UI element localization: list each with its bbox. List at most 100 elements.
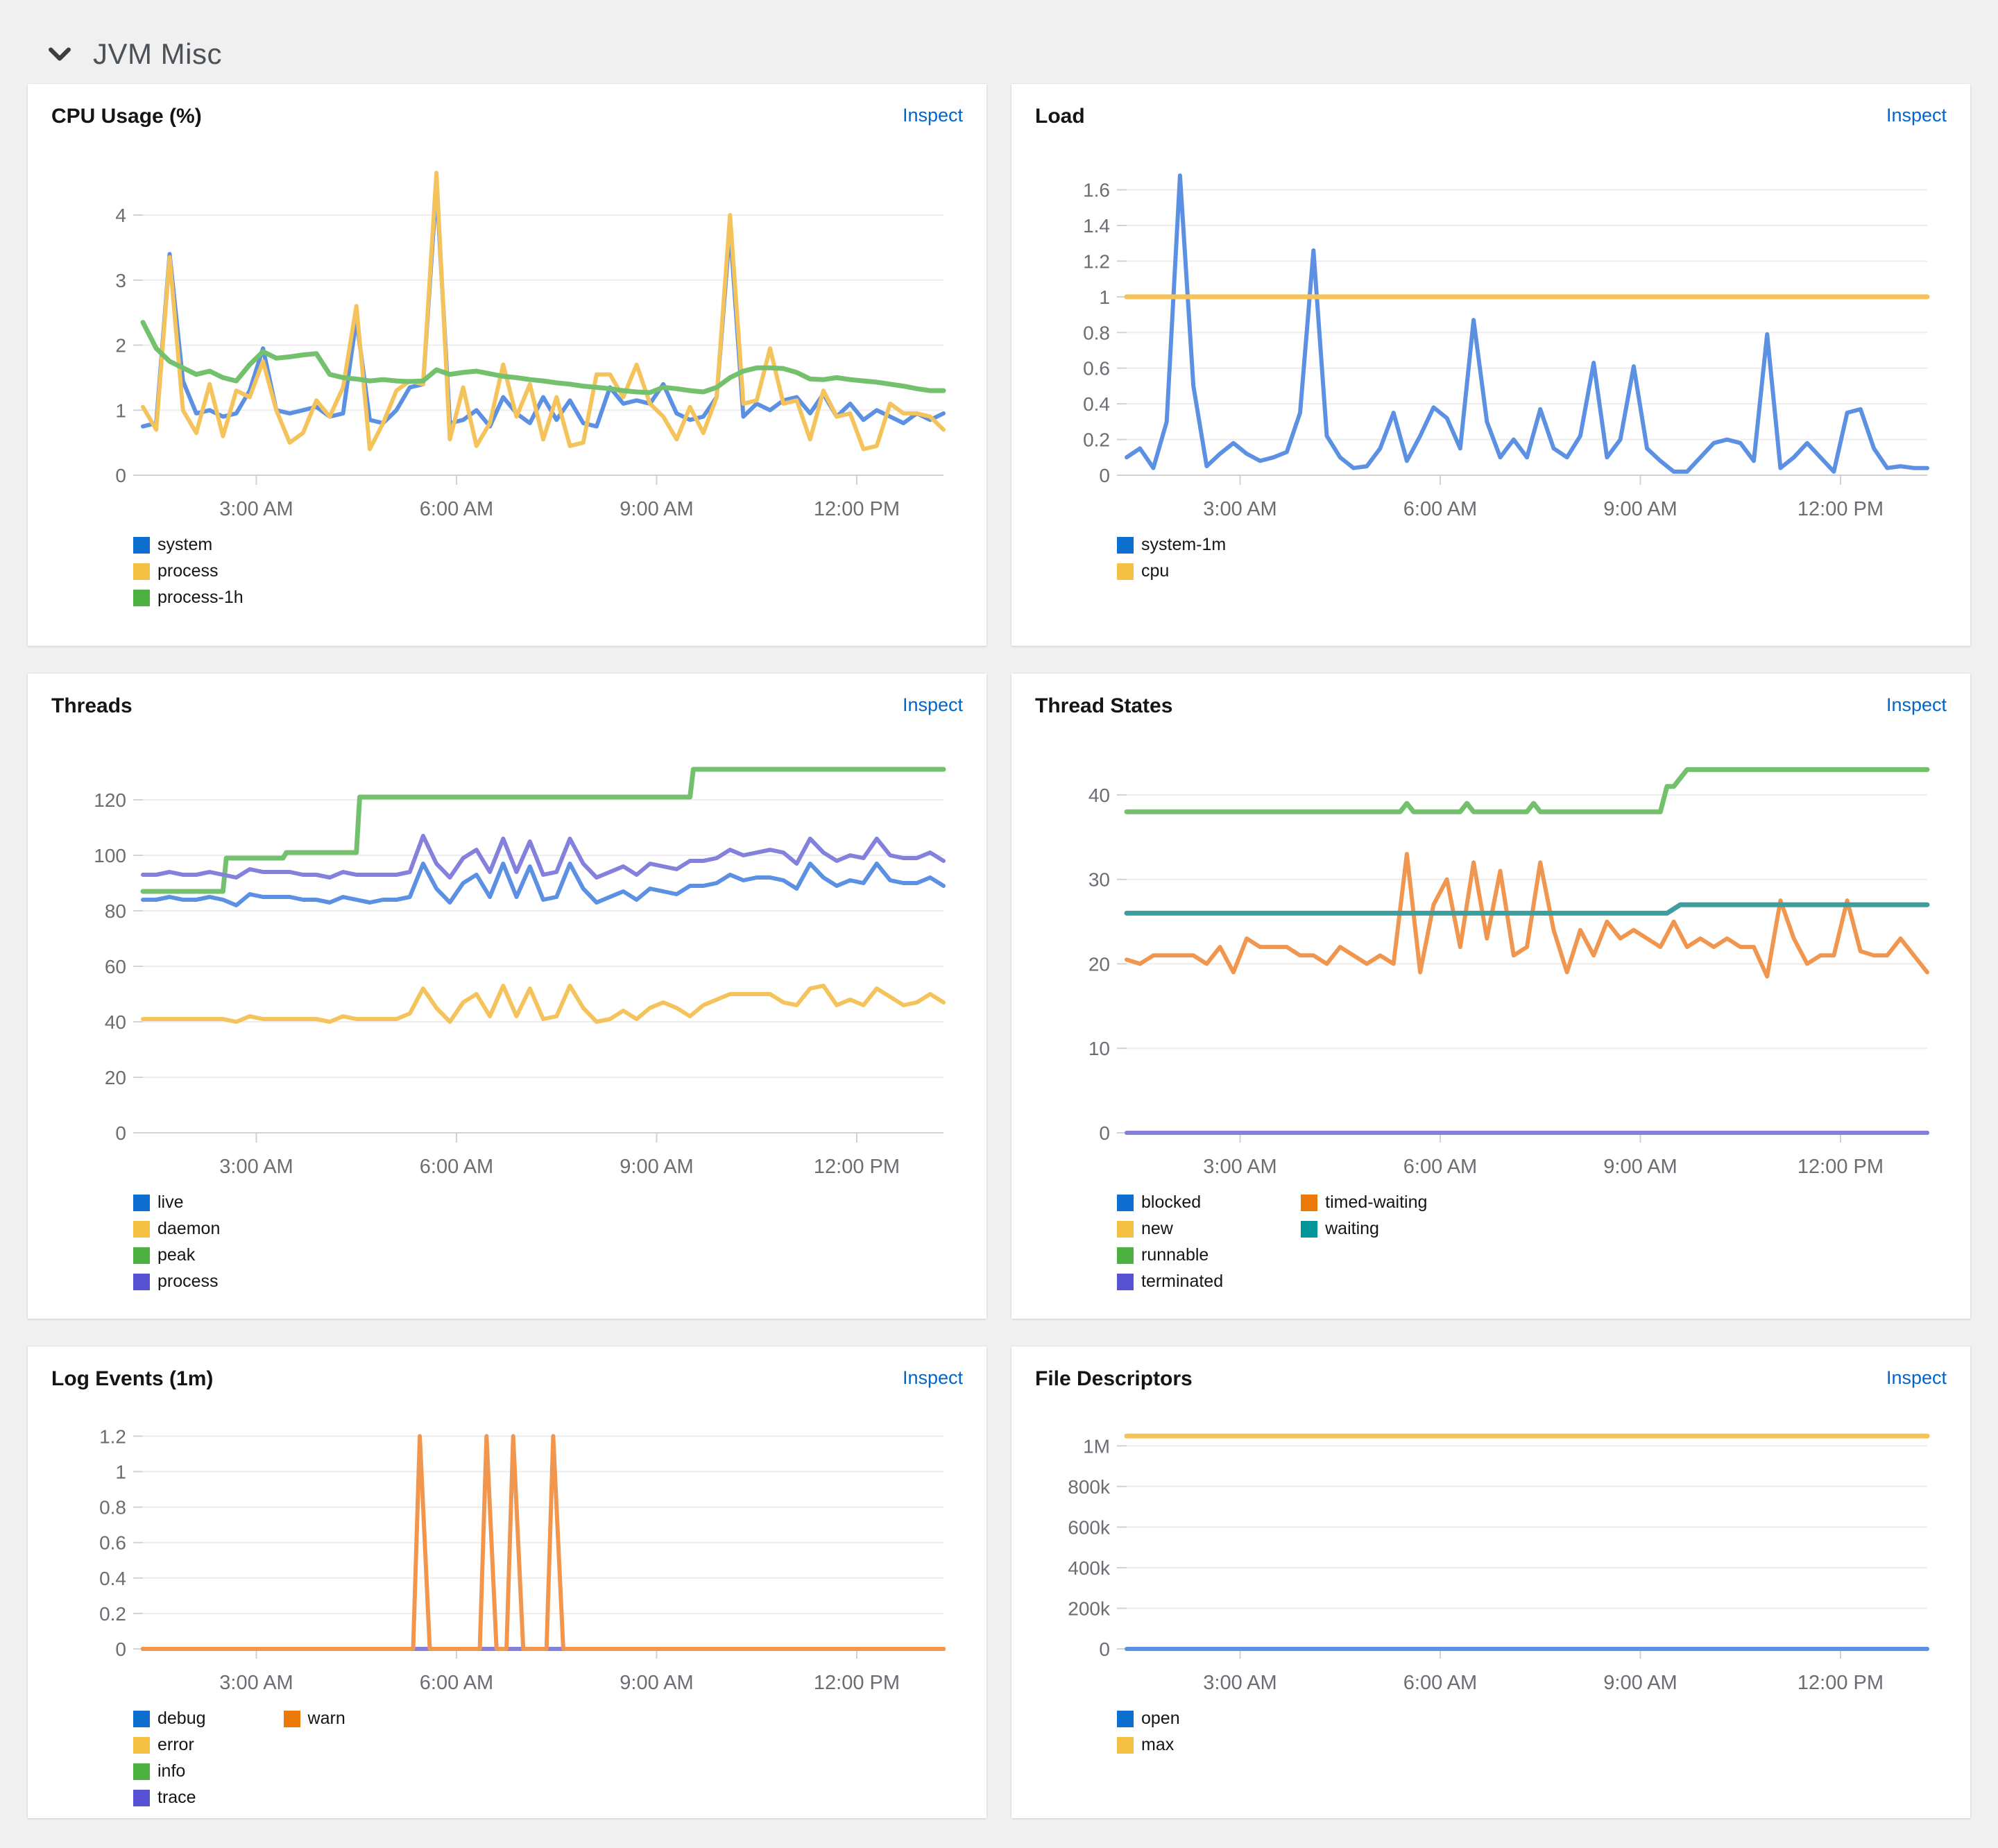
svg-text:6:00 AM: 6:00 AM <box>1403 1672 1477 1694</box>
legend-item-max: max <box>1117 1735 1180 1755</box>
legend-swatch <box>1301 1220 1318 1238</box>
svg-text:3:00 AM: 3:00 AM <box>219 498 293 520</box>
panel-threads: Threads Inspect 0 20 40 60 80 100 120 3:00 AM 6:… <box>28 674 987 1319</box>
svg-text:1: 1 <box>115 1461 126 1482</box>
section-header: JVM Misc <box>0 0 1998 84</box>
legend-swatch <box>133 563 150 580</box>
svg-text:12:00 PM: 12:00 PM <box>1798 498 1884 520</box>
legend-item-cpu: cpu <box>1117 561 1226 581</box>
legend-label: runnable <box>1141 1245 1209 1265</box>
thread-states-chart: 0 10 20 30 40 3:00 AM 6:00 AM 9:00 AM 12:00 PM <box>1088 767 1930 1178</box>
svg-text:12:00 PM: 12:00 PM <box>814 498 900 520</box>
file-descriptors-legend: open max <box>1117 1709 1180 1755</box>
legend-item-open: open <box>1117 1709 1180 1729</box>
legend-label: waiting <box>1325 1219 1379 1238</box>
svg-text:12:00 PM: 12:00 PM <box>1798 1672 1884 1694</box>
legend-label: cpu <box>1141 561 1170 581</box>
svg-text:1: 1 <box>1099 286 1110 308</box>
svg-text:20: 20 <box>105 1067 126 1088</box>
cpu-usage-chart: 0 1 2 3 4 3:00 AM 6:00 AM 9:00 AM 12:00 PM <box>115 171 946 520</box>
log-events-legend: debug error info trace warn <box>133 1709 345 1808</box>
svg-text:12:00 PM: 12:00 PM <box>814 1672 900 1694</box>
panel-title: Thread States <box>1035 694 1173 717</box>
svg-text:200k: 200k <box>1068 1598 1111 1620</box>
legend-swatch <box>133 1789 150 1806</box>
legend-item-trace: trace <box>133 1788 206 1808</box>
svg-text:6:00 AM: 6:00 AM <box>420 1672 493 1694</box>
svg-text:12:00 PM: 12:00 PM <box>814 1156 900 1178</box>
svg-text:120: 120 <box>94 789 126 811</box>
panel-cpu-usage: CPU Usage (%) Inspect 0 1 2 3 4 3:00 AM 6:00 A… <box>28 84 987 646</box>
legend-swatch <box>283 1710 300 1727</box>
legend-item-system-1m: system-1m <box>1117 535 1226 555</box>
svg-text:40: 40 <box>105 1011 126 1033</box>
inspect-link[interactable]: Inspect <box>1886 1367 1947 1388</box>
panel-title: Load <box>1035 105 1085 128</box>
svg-text:1.6: 1.6 <box>1083 180 1110 201</box>
svg-text:60: 60 <box>105 956 126 977</box>
legend-label: system-1m <box>1141 535 1227 554</box>
svg-text:9:00 AM: 9:00 AM <box>1603 1672 1677 1694</box>
svg-text:0: 0 <box>115 1122 126 1144</box>
legend-label: info <box>157 1761 186 1781</box>
inspect-link[interactable]: Inspect <box>902 694 963 715</box>
threads-legend: live daemon peak process <box>133 1192 220 1292</box>
legend-swatch <box>1117 1736 1134 1754</box>
svg-text:9:00 AM: 9:00 AM <box>1603 498 1677 520</box>
svg-text:0: 0 <box>1099 465 1110 486</box>
legend-item-process-1h: process-1h <box>133 588 244 608</box>
panel-log-events: Log Events (1m) Inspect 0 0.2 0.4 0.6 0.8 1 1.… <box>28 1346 987 1818</box>
svg-text:6:00 AM: 6:00 AM <box>420 1156 493 1178</box>
svg-text:1M: 1M <box>1083 1435 1110 1457</box>
section-title: JVM Misc <box>93 37 222 70</box>
chevron-down-icon[interactable] <box>44 39 75 69</box>
svg-text:0.6: 0.6 <box>1083 358 1110 379</box>
svg-text:1.4: 1.4 <box>1083 215 1110 237</box>
threads-chart: 0 20 40 60 80 100 120 3:00 AM 6:00 AM 9:00 AM 12:0… <box>94 767 946 1178</box>
svg-text:0.8: 0.8 <box>1083 322 1110 343</box>
svg-text:9:00 AM: 9:00 AM <box>1603 1156 1677 1178</box>
legend-item-debug: debug <box>133 1709 206 1729</box>
inspect-link[interactable]: Inspect <box>1886 105 1947 126</box>
legend-item-peak: peak <box>133 1245 220 1265</box>
legend-item-blocked: blocked <box>1117 1192 1223 1213</box>
thread-states-legend: blocked new runnable terminated timed-waitin… <box>1117 1192 1427 1292</box>
svg-text:3:00 AM: 3:00 AM <box>1203 1156 1276 1178</box>
load-chart: 0 0.2 0.4 0.6 0.8 1 1.2 1.4 1.6 3:00 AM 6:00 AM 9:0… <box>1083 173 1930 520</box>
svg-text:10: 10 <box>1088 1038 1110 1059</box>
legend-swatch <box>1117 1247 1134 1264</box>
svg-text:3:00 AM: 3:00 AM <box>219 1156 293 1178</box>
svg-text:0: 0 <box>115 1639 126 1660</box>
legend-item-warn: warn <box>283 1709 345 1729</box>
inspect-link[interactable]: Inspect <box>902 105 963 126</box>
legend-item-process: process <box>133 1272 220 1292</box>
svg-text:20: 20 <box>1088 953 1110 975</box>
svg-text:40: 40 <box>1088 785 1110 806</box>
legend-swatch <box>133 1273 150 1290</box>
legend-label: new <box>1141 1219 1173 1238</box>
legend-label: terminated <box>1141 1272 1224 1291</box>
legend-label: process <box>157 561 219 581</box>
svg-text:0.4: 0.4 <box>99 1568 126 1589</box>
legend-swatch <box>133 1736 150 1754</box>
svg-text:80: 80 <box>105 900 126 922</box>
legend-swatch <box>1117 1194 1134 1211</box>
log-events-chart: 0 0.2 0.4 0.6 0.8 1 1.2 3:00 AM 6:00 AM 9:00 AM 12… <box>99 1426 946 1694</box>
dashboard-grid: CPU Usage (%) Inspect 0 1 2 3 4 3:00 AM 6:00 A… <box>0 84 1998 1818</box>
svg-text:12:00 PM: 12:00 PM <box>1798 1156 1884 1178</box>
load-legend: system-1m cpu <box>1117 535 1226 581</box>
inspect-link[interactable]: Inspect <box>902 1367 963 1388</box>
svg-text:4: 4 <box>115 205 126 226</box>
legend-label: process-1h <box>157 588 244 607</box>
svg-text:0: 0 <box>1099 1122 1110 1144</box>
cpu-usage-legend: system process process-1h <box>133 535 244 608</box>
inspect-link[interactable]: Inspect <box>1886 694 1947 715</box>
svg-text:3:00 AM: 3:00 AM <box>1203 1672 1276 1694</box>
legend-swatch <box>133 589 150 606</box>
legend-label: live <box>157 1192 184 1212</box>
svg-text:0.2: 0.2 <box>99 1603 126 1625</box>
svg-text:30: 30 <box>1088 869 1110 891</box>
svg-text:0.2: 0.2 <box>1083 429 1110 451</box>
legend-label: daemon <box>157 1219 221 1238</box>
panel-title: File Descriptors <box>1035 1367 1193 1390</box>
